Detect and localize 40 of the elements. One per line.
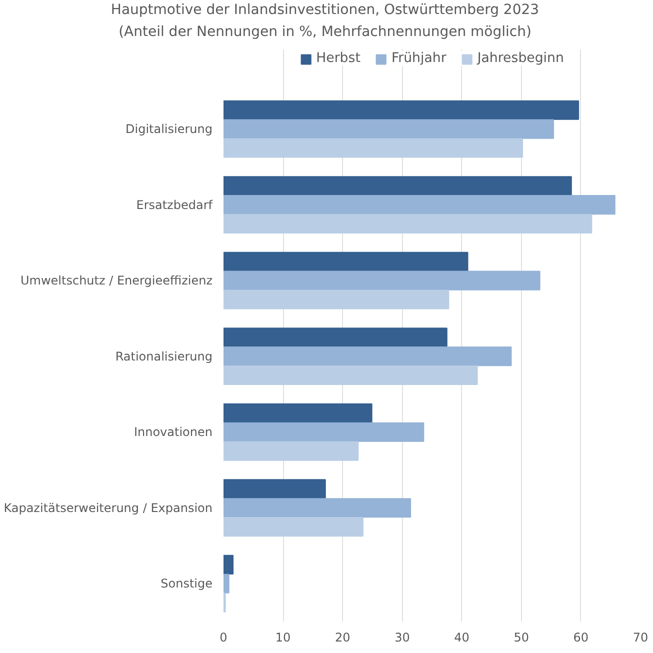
bar bbox=[224, 498, 412, 518]
bar bbox=[224, 479, 326, 499]
y-tick-label: Digitalisierung bbox=[126, 122, 212, 136]
bar bbox=[224, 119, 554, 139]
x-tick-label: 40 bbox=[454, 630, 470, 644]
y-tick-label: Innovationen bbox=[134, 425, 213, 440]
legend-label: Frühjahr bbox=[391, 51, 446, 66]
bar bbox=[224, 517, 364, 537]
x-tick-label: 70 bbox=[632, 630, 648, 644]
y-tick-label: Sonstige bbox=[160, 576, 213, 591]
bar bbox=[224, 100, 580, 120]
y-tick-label: Ersatzbedarf bbox=[136, 198, 214, 212]
bar bbox=[224, 195, 616, 215]
bar bbox=[224, 290, 450, 310]
bar bbox=[224, 574, 230, 594]
x-tick-label: 10 bbox=[275, 630, 291, 644]
bar bbox=[224, 270, 540, 290]
bar bbox=[224, 252, 468, 272]
legend-label: Herbst bbox=[316, 51, 360, 66]
bar bbox=[224, 176, 572, 196]
chart-subtitle: (Anteil der Nennungen in %, Mehrfachnennungen möglich) bbox=[118, 23, 532, 42]
x-tick-label: 30 bbox=[394, 630, 410, 644]
x-tick-label: 0 bbox=[220, 630, 228, 644]
bar bbox=[224, 441, 359, 461]
bar bbox=[224, 365, 478, 386]
x-tick-label: 60 bbox=[573, 630, 589, 644]
x-tick-label: 50 bbox=[514, 630, 530, 644]
y-tick-label: Rationalisierung bbox=[115, 349, 213, 364]
bar bbox=[224, 214, 592, 234]
bar bbox=[224, 328, 448, 348]
bar bbox=[224, 346, 512, 366]
y-tick-label: Umweltschutz / Energieeffizienz bbox=[20, 274, 213, 288]
bar bbox=[224, 138, 524, 158]
y-tick-label: Kapazitätserweiterung / Expansion bbox=[4, 500, 213, 515]
bar bbox=[224, 403, 372, 423]
bar bbox=[224, 554, 234, 574]
bar bbox=[224, 422, 424, 442]
chart-title: Hauptmotive der Inlandsinvestitionen, Ostwürttemberg 2023 bbox=[110, 1, 540, 20]
legend-label: Jahresbeginn bbox=[477, 51, 564, 66]
x-tick-label: 20 bbox=[335, 630, 350, 644]
